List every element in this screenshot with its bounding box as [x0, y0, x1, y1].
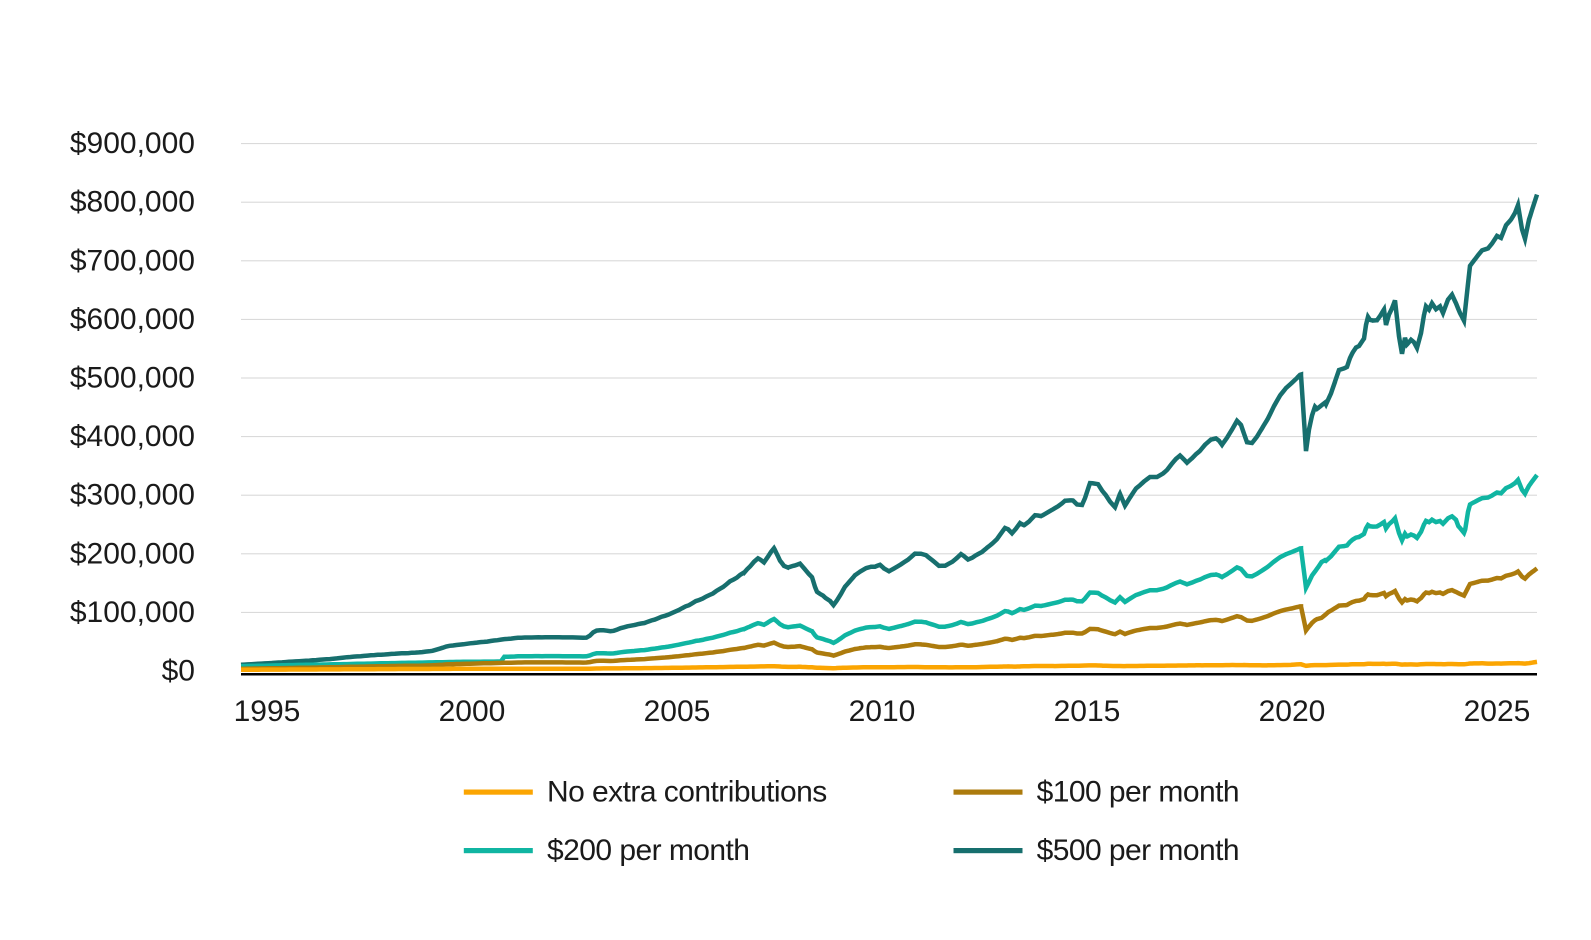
- svg-text:$700,000: $700,000: [70, 244, 195, 277]
- svg-text:No extra contributions: No extra contributions: [547, 776, 827, 809]
- svg-text:$500,000: $500,000: [70, 362, 195, 395]
- svg-text:$900,000: $900,000: [70, 127, 195, 160]
- svg-text:2015: 2015: [1054, 695, 1121, 728]
- svg-text:2005: 2005: [644, 695, 711, 728]
- svg-text:$400,000: $400,000: [70, 420, 195, 453]
- svg-text:1995: 1995: [234, 695, 301, 728]
- svg-text:$500 per month: $500 per month: [1037, 834, 1239, 867]
- svg-text:2025: 2025: [1464, 695, 1531, 728]
- svg-text:2020: 2020: [1259, 695, 1326, 728]
- svg-text:$100 per month: $100 per month: [1037, 776, 1239, 809]
- svg-text:$0: $0: [162, 655, 195, 688]
- svg-text:$800,000: $800,000: [70, 186, 195, 219]
- svg-text:2010: 2010: [849, 695, 916, 728]
- svg-text:$300,000: $300,000: [70, 479, 195, 512]
- svg-text:$100,000: $100,000: [70, 596, 195, 629]
- svg-text:$600,000: $600,000: [70, 303, 195, 336]
- svg-text:2000: 2000: [439, 695, 506, 728]
- svg-text:$200 per month: $200 per month: [547, 834, 749, 867]
- svg-text:$200,000: $200,000: [70, 537, 195, 570]
